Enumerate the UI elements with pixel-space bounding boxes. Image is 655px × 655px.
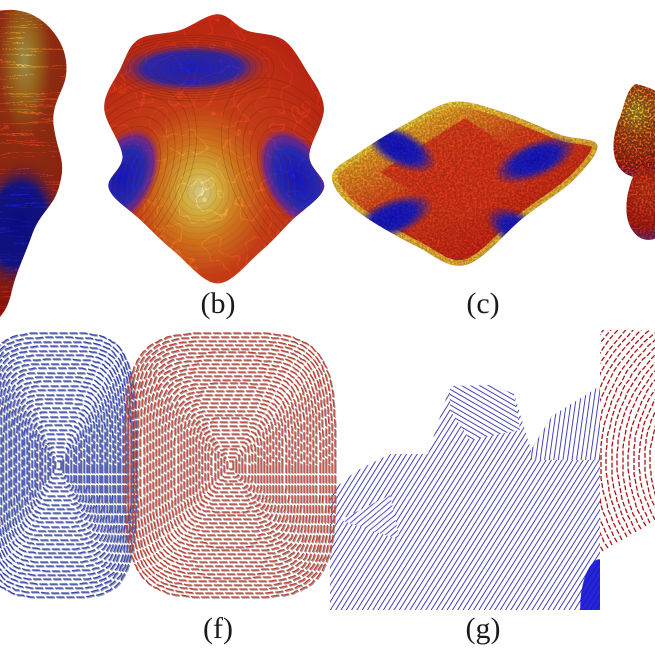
svg-text:(c): (c) (466, 287, 499, 320)
svg-text:(g): (g) (466, 612, 501, 645)
svg-text:(b): (b) (201, 287, 236, 320)
svg-text:(f): (f) (203, 612, 233, 645)
